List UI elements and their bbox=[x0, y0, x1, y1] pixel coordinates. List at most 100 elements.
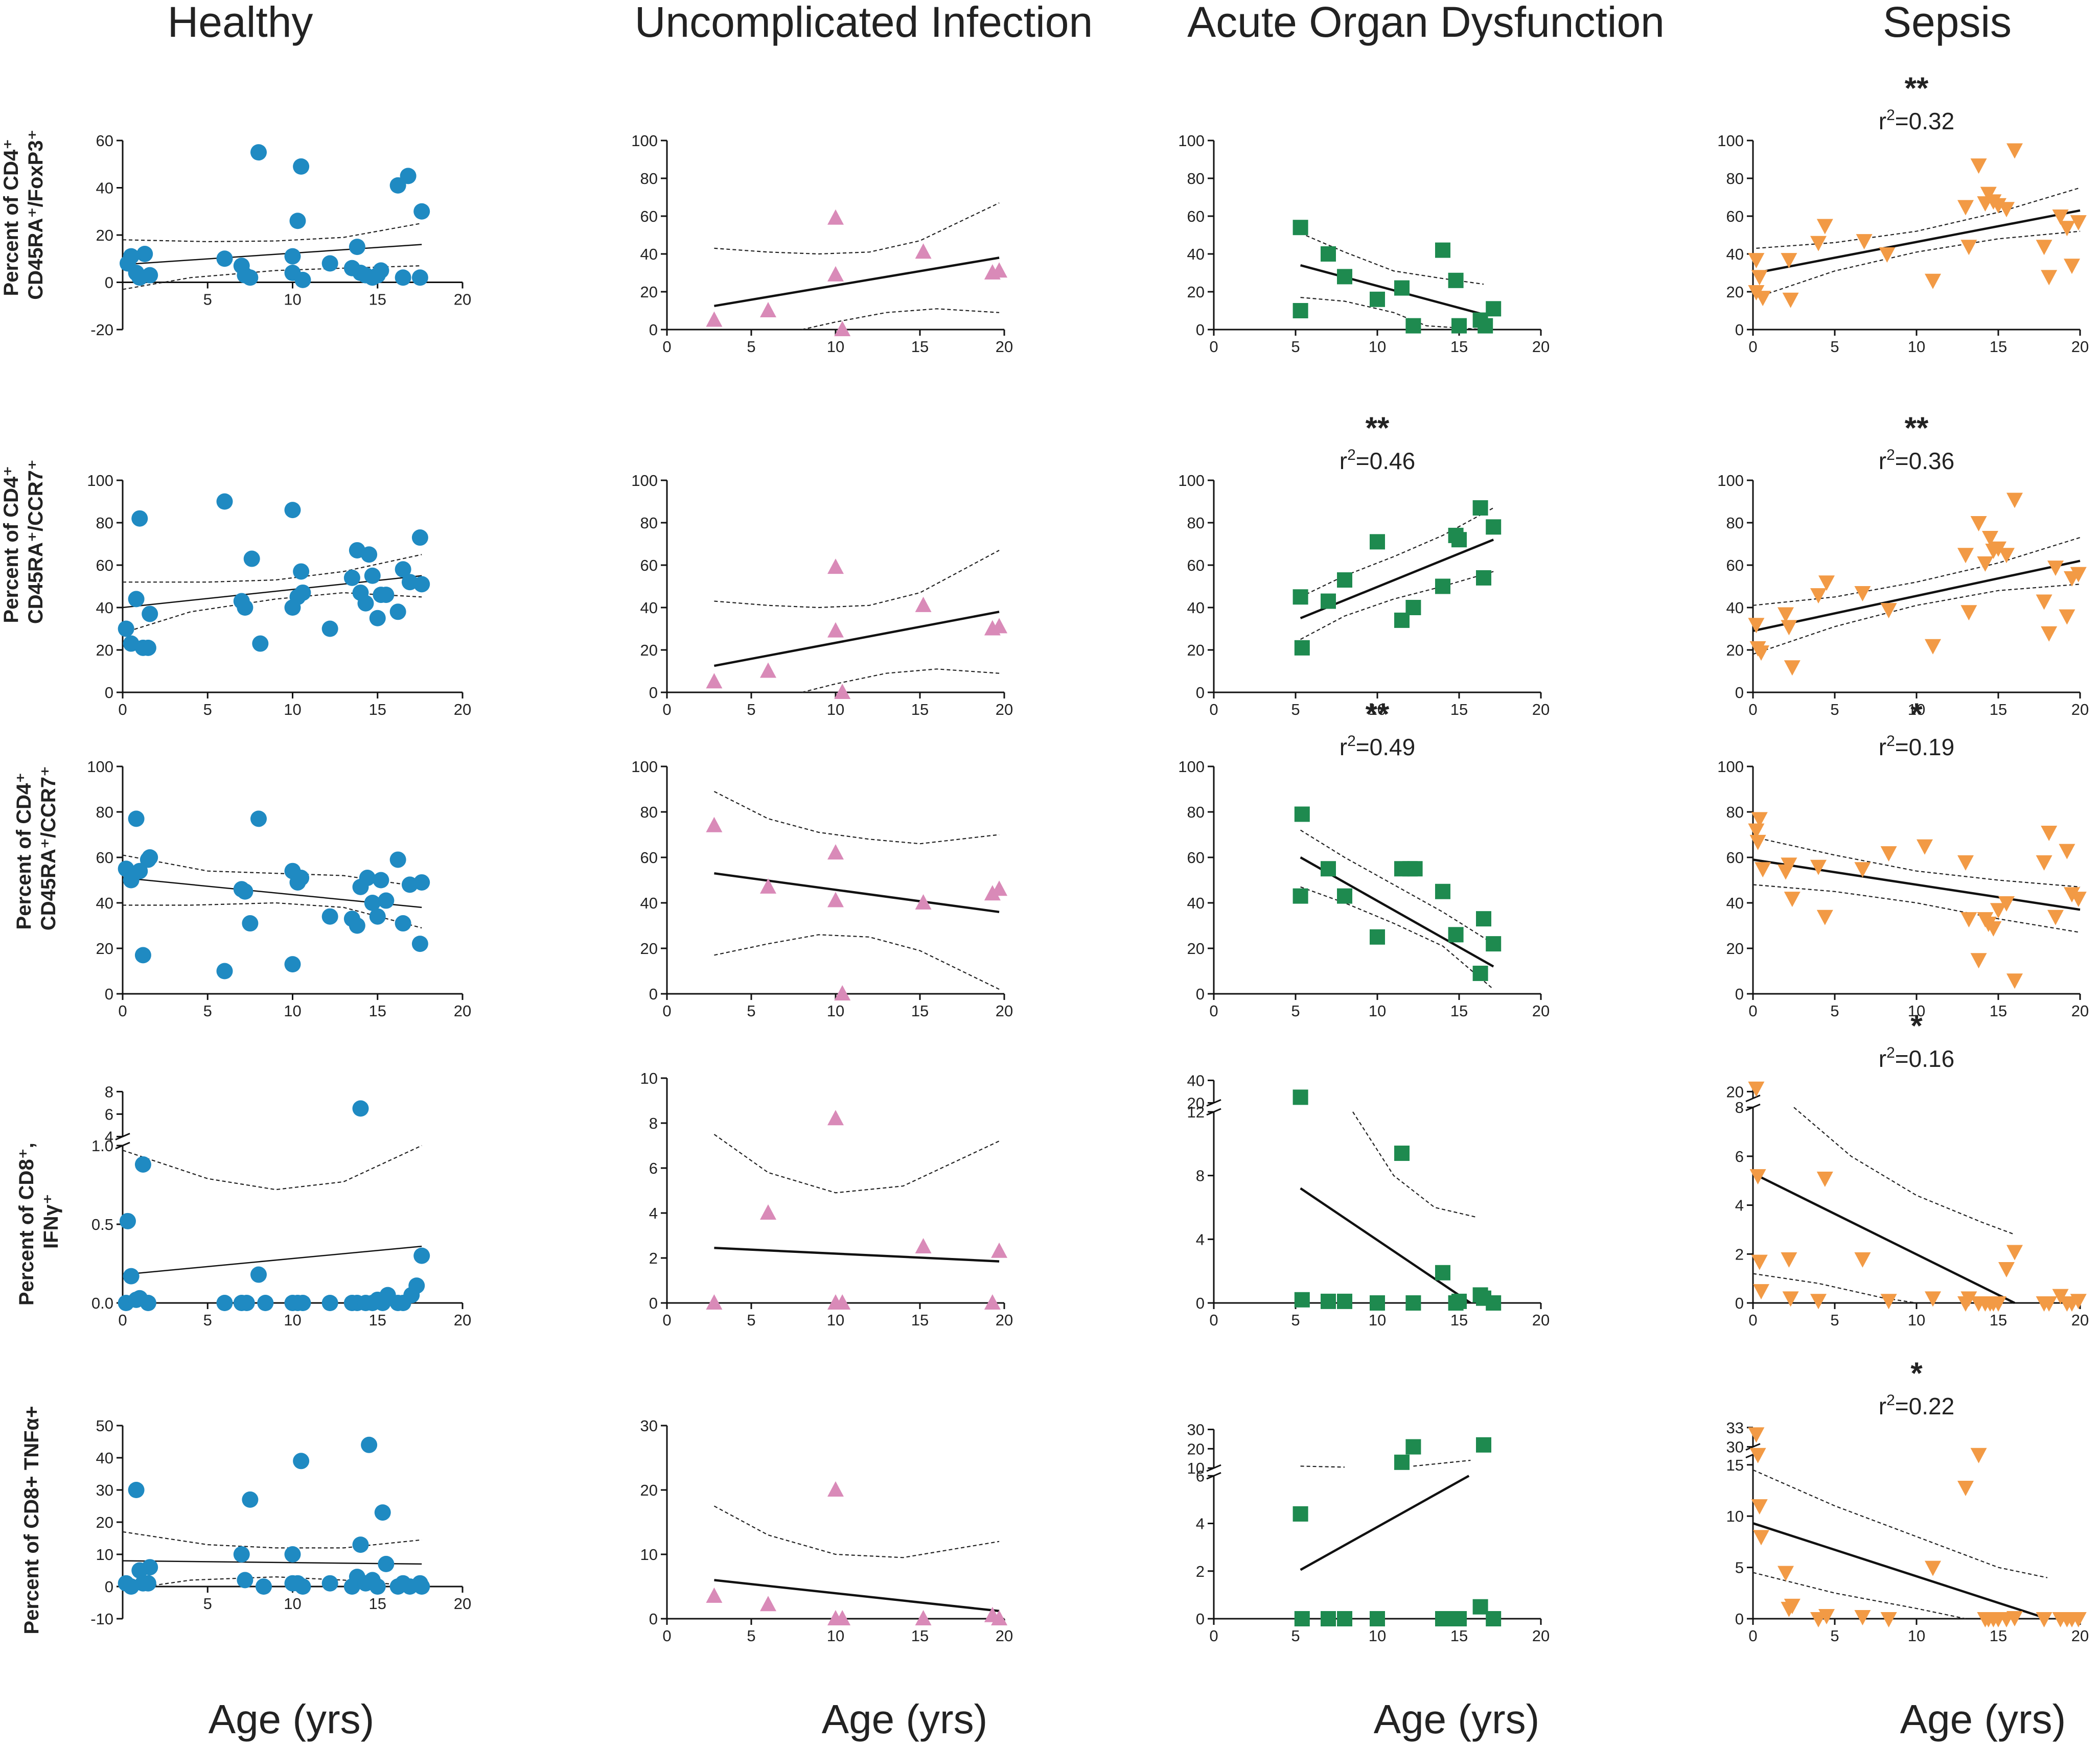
data-point bbox=[411, 936, 428, 952]
data-point bbox=[1405, 1295, 1421, 1311]
data-point bbox=[706, 673, 723, 689]
x-tick-label: 0 bbox=[118, 1002, 127, 1020]
y-tick-label: 12 bbox=[1187, 1103, 1205, 1121]
y-tick-label: 60 bbox=[1726, 556, 1744, 574]
data-point bbox=[915, 596, 932, 612]
y-tick-label: 6 bbox=[1735, 1148, 1744, 1166]
data-point bbox=[991, 1242, 1008, 1258]
x-tick-label: 20 bbox=[1532, 338, 1550, 356]
y-tick-label: 40 bbox=[640, 599, 658, 617]
data-point bbox=[361, 546, 378, 563]
y-tick-label: 0.0 bbox=[91, 1294, 113, 1312]
ci-upper-band bbox=[1352, 1111, 1476, 1218]
data-point bbox=[1957, 855, 1974, 871]
data-point bbox=[2006, 1611, 2023, 1626]
y-tick-label: 40 bbox=[640, 894, 658, 912]
data-point bbox=[373, 872, 389, 889]
x-tick-label: 10 bbox=[827, 1002, 844, 1020]
x-tick-label: 10 bbox=[1908, 701, 1925, 718]
data-point bbox=[369, 908, 386, 925]
panel-r4-uncomplicated: 0 2 4 6 8 10 0 5 10 15 20 bbox=[640, 1069, 1013, 1329]
y-tick-label: 10 bbox=[96, 1546, 113, 1564]
y-tick-label: 80 bbox=[96, 803, 113, 821]
data-point bbox=[2036, 594, 2052, 610]
regression-line bbox=[714, 1579, 1000, 1613]
ci-upper-band bbox=[1752, 836, 2081, 888]
x-tick-label: 5 bbox=[747, 1311, 755, 1329]
row-label-2: Percent of CD4⁺ CD45RA⁺/CCR7⁺ bbox=[0, 459, 47, 624]
data-point bbox=[142, 267, 158, 284]
data-point bbox=[1749, 1169, 1766, 1185]
data-point bbox=[1749, 834, 1766, 850]
data-point bbox=[2052, 209, 2069, 225]
axes bbox=[115, 1090, 464, 1309]
data-point bbox=[369, 610, 386, 626]
data-point bbox=[1321, 593, 1336, 609]
panel-r2-uncomplicated: 0 20 40 60 80 100 0 5 10 15 20 bbox=[631, 472, 1013, 718]
data-point bbox=[395, 269, 411, 286]
y-tick-label: -10 bbox=[90, 1610, 113, 1628]
x-tick-label: 10 bbox=[284, 1002, 301, 1020]
regression-line bbox=[1300, 1475, 1470, 1571]
y-tick-label: 60 bbox=[640, 207, 658, 225]
x-tick-label: 20 bbox=[2071, 1002, 2089, 1020]
y-tick-label: 60 bbox=[96, 849, 113, 867]
data-point bbox=[131, 510, 148, 527]
y-tick-label: 100 bbox=[1717, 472, 1744, 490]
data-point bbox=[2036, 240, 2052, 255]
x-tick-label: 5 bbox=[747, 701, 755, 718]
x-tick-label: 20 bbox=[2071, 1311, 2089, 1329]
y-tick-label: 20 bbox=[640, 940, 658, 958]
data-point bbox=[1998, 202, 2015, 218]
ci-upper-band bbox=[1756, 187, 2081, 249]
data-point bbox=[373, 262, 389, 279]
panel-r5-uncomplicated: 0 10 20 30 0 5 10 15 20 bbox=[640, 1417, 1013, 1645]
y-tick-label: 80 bbox=[640, 803, 658, 821]
y-tick-label: 100 bbox=[1178, 132, 1205, 150]
r-squared-label: r2=0.49 bbox=[1340, 733, 1415, 760]
data-point bbox=[293, 870, 310, 887]
data-point bbox=[827, 844, 844, 860]
data-point bbox=[242, 1491, 259, 1508]
data-point bbox=[1854, 1252, 1871, 1268]
data-point bbox=[834, 321, 851, 336]
x-tick-label: 0 bbox=[1209, 1627, 1218, 1645]
data-point bbox=[834, 1294, 851, 1310]
data-point bbox=[915, 1238, 932, 1253]
data-point bbox=[289, 213, 306, 229]
ci-lower-band bbox=[801, 308, 1000, 331]
y-tick-label: 0 bbox=[649, 321, 658, 339]
data-point bbox=[1293, 303, 1308, 318]
x-tick-label: 10 bbox=[1908, 1311, 1925, 1329]
y-tick-label: 10 bbox=[640, 1069, 658, 1087]
data-point bbox=[294, 1295, 311, 1311]
panel-r4-healthy: 0.0 0.5 1.04 6 8 0 5 10 15 20 bbox=[91, 1083, 471, 1329]
y-tick-label: 80 bbox=[640, 514, 658, 532]
panel-r2-sepsis: 0 20 40 60 80 100 0 5 10 15 20 **r2=0.36 bbox=[1717, 411, 2089, 718]
ci-upper-band bbox=[1300, 1465, 1345, 1468]
regression-line bbox=[122, 1245, 422, 1275]
x-tick-label: 15 bbox=[911, 338, 929, 356]
y-tick-label: 80 bbox=[1726, 170, 1744, 188]
regression-line bbox=[122, 1560, 422, 1565]
ci-upper-band bbox=[122, 222, 422, 243]
x-tick-label: 15 bbox=[911, 701, 929, 718]
data-point bbox=[237, 883, 253, 900]
r-squared-label: r2=0.46 bbox=[1340, 447, 1415, 474]
x-tick-label: 20 bbox=[2071, 338, 2089, 356]
y-tick-label: 20 bbox=[1187, 940, 1205, 958]
data-point bbox=[1407, 861, 1423, 877]
data-point bbox=[250, 810, 267, 827]
data-point bbox=[343, 569, 360, 586]
data-point bbox=[2047, 561, 2064, 576]
data-point bbox=[1998, 548, 2015, 564]
data-point bbox=[1370, 929, 1385, 945]
data-point bbox=[237, 1572, 253, 1589]
data-point bbox=[1925, 639, 1941, 655]
data-point bbox=[1970, 516, 1987, 531]
r-squared-label: r2=0.36 bbox=[1879, 447, 1954, 474]
data-point bbox=[1781, 620, 1797, 636]
data-point bbox=[2064, 887, 2080, 903]
